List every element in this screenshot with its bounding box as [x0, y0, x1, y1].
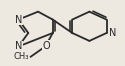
Text: O: O	[43, 41, 50, 51]
Text: N: N	[15, 15, 22, 25]
Text: CH₃: CH₃	[14, 52, 30, 61]
Text: N: N	[15, 41, 22, 51]
Text: N: N	[109, 28, 116, 38]
